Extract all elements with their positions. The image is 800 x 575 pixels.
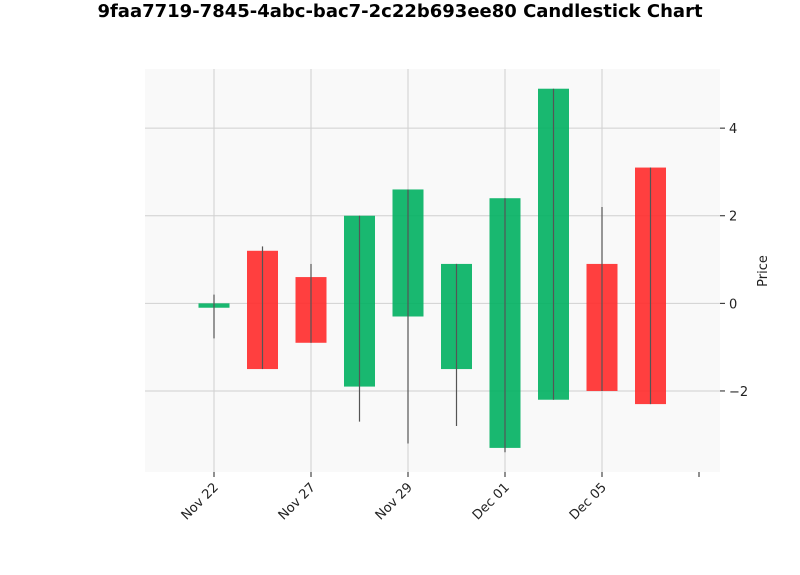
x-tick-label: Dec 01 xyxy=(470,480,513,523)
candles xyxy=(198,88,666,453)
y-tick-label: 2 xyxy=(729,210,737,225)
candle-down xyxy=(635,167,666,405)
y-axis: −2 0 2 4 xyxy=(720,122,748,400)
candle-up xyxy=(441,263,472,427)
candle-up xyxy=(538,88,569,400)
x-tick-label: Nov 27 xyxy=(276,480,319,523)
y-tick-label: −2 xyxy=(729,385,748,400)
y-tick-label: 4 xyxy=(729,122,737,137)
x-axis: Nov 22 Nov 27 Nov 29 Dec 01 Dec 05 xyxy=(179,472,700,523)
candle-up xyxy=(198,294,230,339)
y-tick-label: 0 xyxy=(729,297,737,312)
candle-up xyxy=(344,215,375,422)
plot-area xyxy=(145,69,720,472)
x-tick-label: Dec 05 xyxy=(567,480,610,523)
candle-down xyxy=(295,263,327,343)
x-tick-label: Nov 22 xyxy=(179,480,222,523)
candle-up xyxy=(392,189,424,444)
chart-title: 9faa7719-7845-4abc-bac7-2c22b693ee80 Can… xyxy=(97,1,702,22)
x-tick-label: Nov 29 xyxy=(373,480,416,523)
candle-down xyxy=(247,246,278,370)
candle-up xyxy=(489,198,521,453)
y-axis-label: Price xyxy=(756,255,771,287)
candle-down xyxy=(586,206,618,391)
